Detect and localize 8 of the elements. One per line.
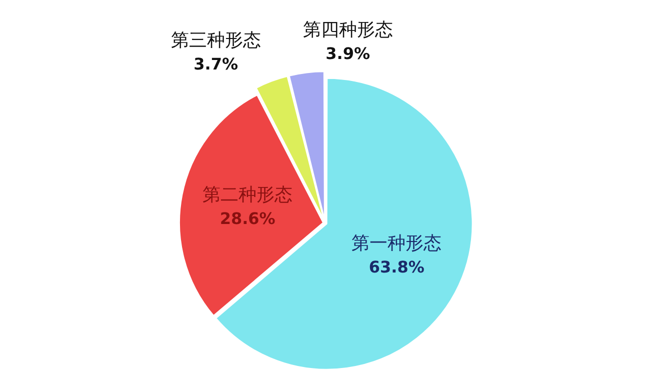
- data-label: 63.8%: [368, 257, 424, 276]
- slice-label: 第三种形态: [170, 30, 261, 51]
- data-label: 3.9%: [326, 44, 370, 64]
- data-label: 3.7%: [194, 54, 238, 74]
- data-label: 28.6%: [220, 208, 276, 228]
- slice-label: 第二种形态: [202, 184, 293, 206]
- slice-label: 第一种形态: [352, 232, 442, 254]
- slice-label: 第四种形态: [302, 20, 393, 41]
